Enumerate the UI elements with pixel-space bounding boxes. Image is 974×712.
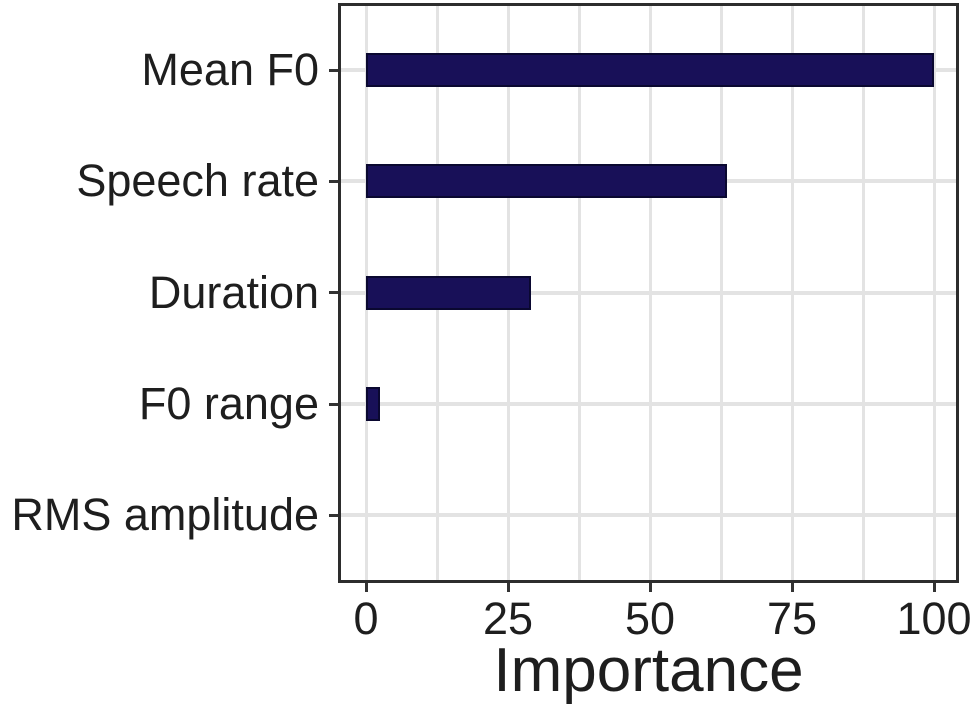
y-axis-tick: [329, 179, 338, 183]
x-axis-title: Importance: [493, 636, 804, 705]
x-axis-tick-label: 75: [766, 593, 818, 644]
y-axis-label: RMS amplitude: [11, 489, 319, 541]
x-axis-tick-label: 50: [624, 593, 676, 644]
y-axis-label: Duration: [148, 266, 319, 318]
x-axis-tick-label: 25: [482, 593, 534, 644]
x-axis-tick-label: 0: [353, 593, 379, 644]
gridline-horizontal: [338, 290, 959, 295]
x-axis-tick-label: 100: [896, 593, 972, 644]
gridline-horizontal: [338, 402, 959, 407]
y-axis-tick: [329, 291, 338, 295]
bar: [366, 387, 381, 422]
bar: [366, 164, 727, 199]
y-axis-tick: [329, 513, 338, 517]
x-axis-tick: [648, 583, 652, 592]
x-axis-tick: [364, 583, 368, 592]
x-axis-tick: [506, 583, 510, 592]
gridline-horizontal: [338, 513, 959, 518]
x-axis-tick: [932, 583, 936, 592]
y-axis-label: Mean F0: [141, 44, 319, 95]
y-axis-label: F0 range: [138, 378, 319, 430]
bar: [366, 275, 531, 310]
plot-panel: [338, 3, 959, 583]
x-axis-tick: [790, 583, 794, 592]
y-axis-tick: [329, 402, 338, 406]
y-axis-label: Speech rate: [76, 155, 319, 207]
y-axis-tick: [329, 68, 338, 72]
bar: [366, 53, 934, 87]
